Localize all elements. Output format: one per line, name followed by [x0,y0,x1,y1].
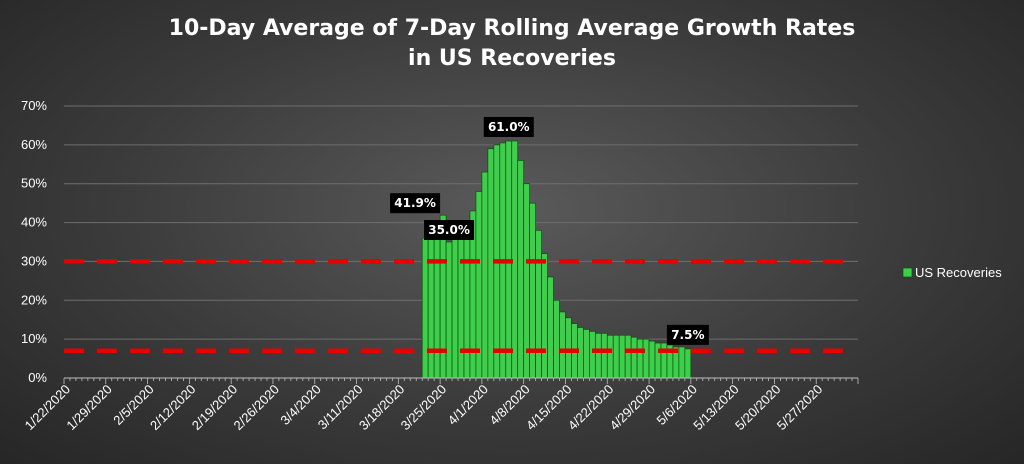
bar [594,332,602,379]
x-tick-label: 5/27/2020 [774,382,826,434]
bar [636,338,644,379]
data-label-box [483,116,534,137]
y-tick-label: 0% [28,370,47,385]
bar [630,336,638,379]
bar [589,331,596,379]
bar [642,338,650,379]
legend-label: US Recoveries [915,265,1002,280]
bar [487,148,495,379]
y-tick-label: 60% [21,137,47,152]
bar [451,237,459,379]
x-tick-label: 1/29/2020 [63,382,115,434]
x-tick-label: 3/25/2020 [398,382,450,434]
bar [553,299,560,379]
data-label-box [666,324,709,345]
data-label: 41.9% [394,196,436,210]
bar [559,311,566,379]
bar [517,160,525,379]
y-tick-label: 70% [21,98,47,113]
x-tick-label: 2/26/2020 [231,382,283,434]
data-label: 61.0% [488,120,530,134]
chart-title-line-2: in US Recoveries [408,46,616,71]
bar [618,334,626,379]
chart-title: 10-Day Average of 7-Day Rolling Average … [0,14,1024,74]
bar [433,222,441,379]
bar [481,171,489,379]
bar [678,346,686,379]
bar [421,237,429,379]
x-tick-label: 4/29/2020 [607,382,659,434]
bar [565,317,572,379]
bar [624,334,632,379]
legend-swatch [902,267,913,278]
bar [648,340,656,379]
bar [654,342,662,379]
data-label: 35.0% [428,223,470,237]
y-tick-label: 50% [21,176,47,191]
bar [547,276,554,379]
chart-title-line-1: 10-Day Average of 7-Day Rolling Average … [168,16,856,41]
bar [427,229,435,379]
x-tick-label: 4/1/2020 [445,382,491,428]
bar [541,253,548,379]
data-label-box [424,220,475,240]
bar [606,334,614,379]
bar [463,222,471,379]
bar [583,329,590,379]
bar [684,348,692,379]
bar [660,342,668,379]
y-tick-label: 30% [21,253,47,268]
bar [535,229,542,379]
y-tick-label: 20% [21,292,47,307]
bar [612,334,620,379]
data-label: 7.5% [671,328,704,342]
bar [600,332,608,379]
data-label-box [390,193,441,214]
bar [457,229,465,379]
y-tick-label: 40% [21,215,47,230]
y-tick-label: 10% [21,331,47,346]
